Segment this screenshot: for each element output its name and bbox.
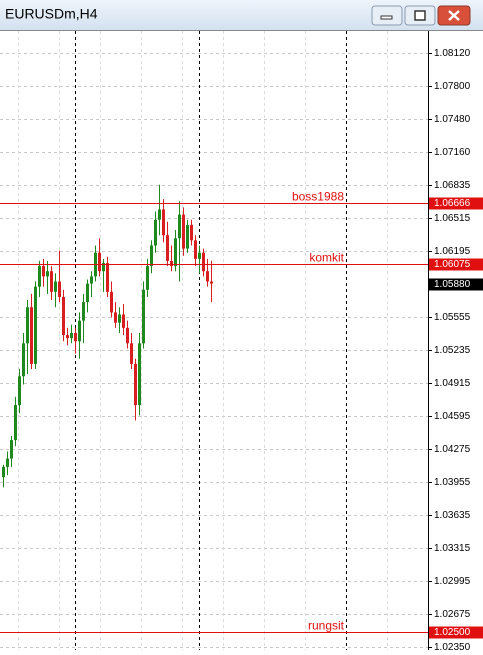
y-tick-label: 1.03635 (434, 510, 471, 521)
candle-body (58, 281, 61, 297)
y-tick-label: 1.03315 (434, 543, 471, 554)
candle-body (198, 252, 201, 259)
candle-body (38, 266, 41, 287)
y-tick-label: 1.08120 (434, 48, 471, 59)
level-price-box (429, 197, 483, 210)
candle-body (178, 214, 181, 239)
candle-body (34, 286, 37, 364)
y-tick-label: 1.05555 (434, 312, 471, 323)
level-price-label: 1.02500 (434, 627, 471, 638)
candle-body (26, 307, 29, 344)
last-price-label: 1.05880 (434, 279, 471, 290)
window-buttons (371, 5, 471, 26)
candle-body (126, 327, 129, 344)
candle-body (118, 314, 121, 323)
candle-body (62, 296, 65, 336)
level-name: boss1988 (292, 190, 344, 204)
candle-body (182, 214, 185, 249)
candle-body (206, 271, 209, 282)
y-tick-label: 1.02675 (434, 609, 471, 620)
y-tick-label: 1.06515 (434, 213, 471, 224)
candle-body (6, 458, 9, 467)
candle-body (102, 262, 105, 272)
chart-area (0, 30, 483, 650)
y-tick-label: 1.04595 (434, 411, 471, 422)
y-tick-label: 1.03955 (434, 477, 471, 488)
candle-body (134, 363, 137, 406)
candle-body (78, 320, 81, 342)
y-tick-label: 1.04275 (434, 444, 471, 455)
candle-body (146, 266, 149, 290)
candle-body (138, 343, 141, 406)
level-price-box (429, 258, 483, 271)
candle-body (74, 332, 77, 342)
candle-body (42, 266, 45, 277)
candle-body (54, 281, 57, 292)
candle-body (130, 343, 133, 364)
candle-body (90, 276, 93, 284)
y-tick-label: 1.05235 (434, 345, 471, 356)
candle-body (86, 283, 89, 303)
candle-body (66, 335, 69, 339)
candle-body (170, 260, 173, 267)
y-tick-label: 1.07800 (434, 81, 471, 92)
candle-body (166, 235, 169, 261)
levels: boss1988 1.06666 komkit 1.06075 rungsit 1.025… (0, 190, 483, 639)
candle-body (30, 307, 33, 364)
candle-body (82, 302, 85, 321)
y-tick-label: 1.06195 (434, 246, 471, 257)
candle-body (210, 281, 213, 284)
y-tick-label: 1.04915 (434, 378, 471, 389)
candle-body (158, 209, 161, 220)
candle-body (10, 440, 13, 459)
candle-body (114, 312, 117, 323)
price-axis: 1.08120 1.07800 1.07480 1.07160 1.06835 1.065… (428, 48, 483, 653)
y-tick-label: 1.07480 (434, 114, 471, 125)
candle-body (162, 209, 165, 236)
window-title: EURUSDm,H4 (5, 6, 98, 22)
last-price-box (429, 278, 483, 291)
candle-body (154, 219, 157, 246)
candle-body (106, 262, 109, 292)
y-tick-label: 1.06835 (434, 180, 471, 191)
candle-body (150, 245, 153, 267)
level-price-label: 1.06075 (434, 259, 471, 270)
candle-body (50, 271, 53, 292)
level-price-box (429, 626, 483, 639)
y-tick-label: 1.02995 (434, 576, 471, 587)
period-separators (75, 31, 347, 650)
candle-body (174, 238, 177, 267)
candle-body (194, 240, 197, 259)
candle-body (186, 224, 189, 249)
candle-body (110, 291, 113, 313)
level-price-label: 1.06666 (434, 198, 471, 209)
candle-body (70, 332, 73, 339)
candle-body (46, 271, 49, 277)
candle-body (142, 289, 145, 344)
candle-body (202, 252, 205, 272)
level-name: komkit (309, 251, 344, 265)
candle-body (98, 252, 101, 272)
y-tick-label: 1.02350 (434, 642, 471, 650)
candles (2, 184, 213, 488)
candle-body (190, 224, 193, 241)
candle-body (22, 343, 25, 377)
candle-body (18, 376, 21, 406)
candle-body (14, 405, 17, 441)
level-name: rungsit (308, 619, 345, 633)
candle-body (122, 314, 125, 328)
y-tick-label: 1.07160 (434, 147, 471, 158)
candle-body (2, 466, 5, 478)
